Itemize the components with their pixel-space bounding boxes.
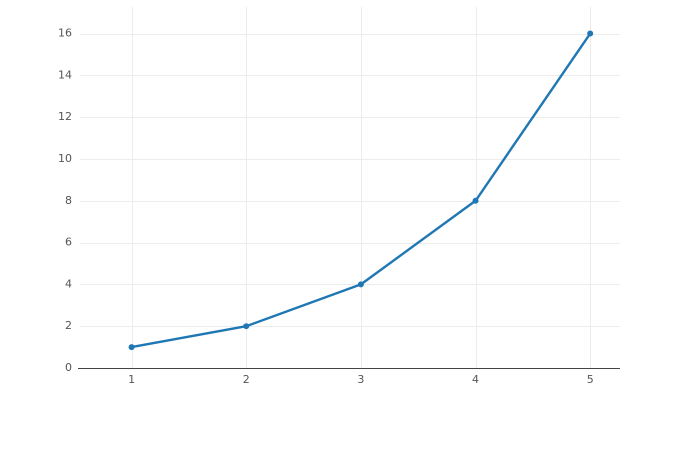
y-tick-label: 0	[65, 361, 72, 374]
series-data-point[interactable]	[128, 344, 135, 351]
x-tick-label: 3	[357, 373, 364, 386]
y-tick-label: 6	[65, 236, 72, 249]
data-series-layer[interactable]	[128, 30, 594, 351]
y-tick-label: 10	[58, 152, 72, 165]
series-data-point[interactable]	[587, 30, 594, 37]
y-tick-label: 14	[58, 68, 72, 81]
y-tick-label: 2	[65, 319, 72, 332]
series-data-point[interactable]	[472, 197, 479, 204]
series-data-point[interactable]	[243, 323, 250, 330]
x-tick-label: 4	[472, 373, 479, 386]
series-data-point[interactable]	[357, 281, 364, 288]
y-axis-tick-labels: 0 2 4 6 8 10 12 14 16	[58, 27, 72, 374]
y-tick-label: 12	[58, 110, 72, 123]
horizontal-gridlines	[80, 34, 620, 369]
vertical-gridlines	[132, 7, 591, 368]
x-tick-label: 5	[587, 373, 594, 386]
x-axis-tick-labels: 1 2 3 4 5	[128, 373, 594, 386]
x-tick-label: 1	[128, 373, 135, 386]
x-tick-label: 2	[243, 373, 250, 386]
y-tick-label: 8	[65, 194, 72, 207]
y-tick-label: 4	[65, 277, 72, 290]
y-tick-label: 16	[58, 27, 72, 40]
